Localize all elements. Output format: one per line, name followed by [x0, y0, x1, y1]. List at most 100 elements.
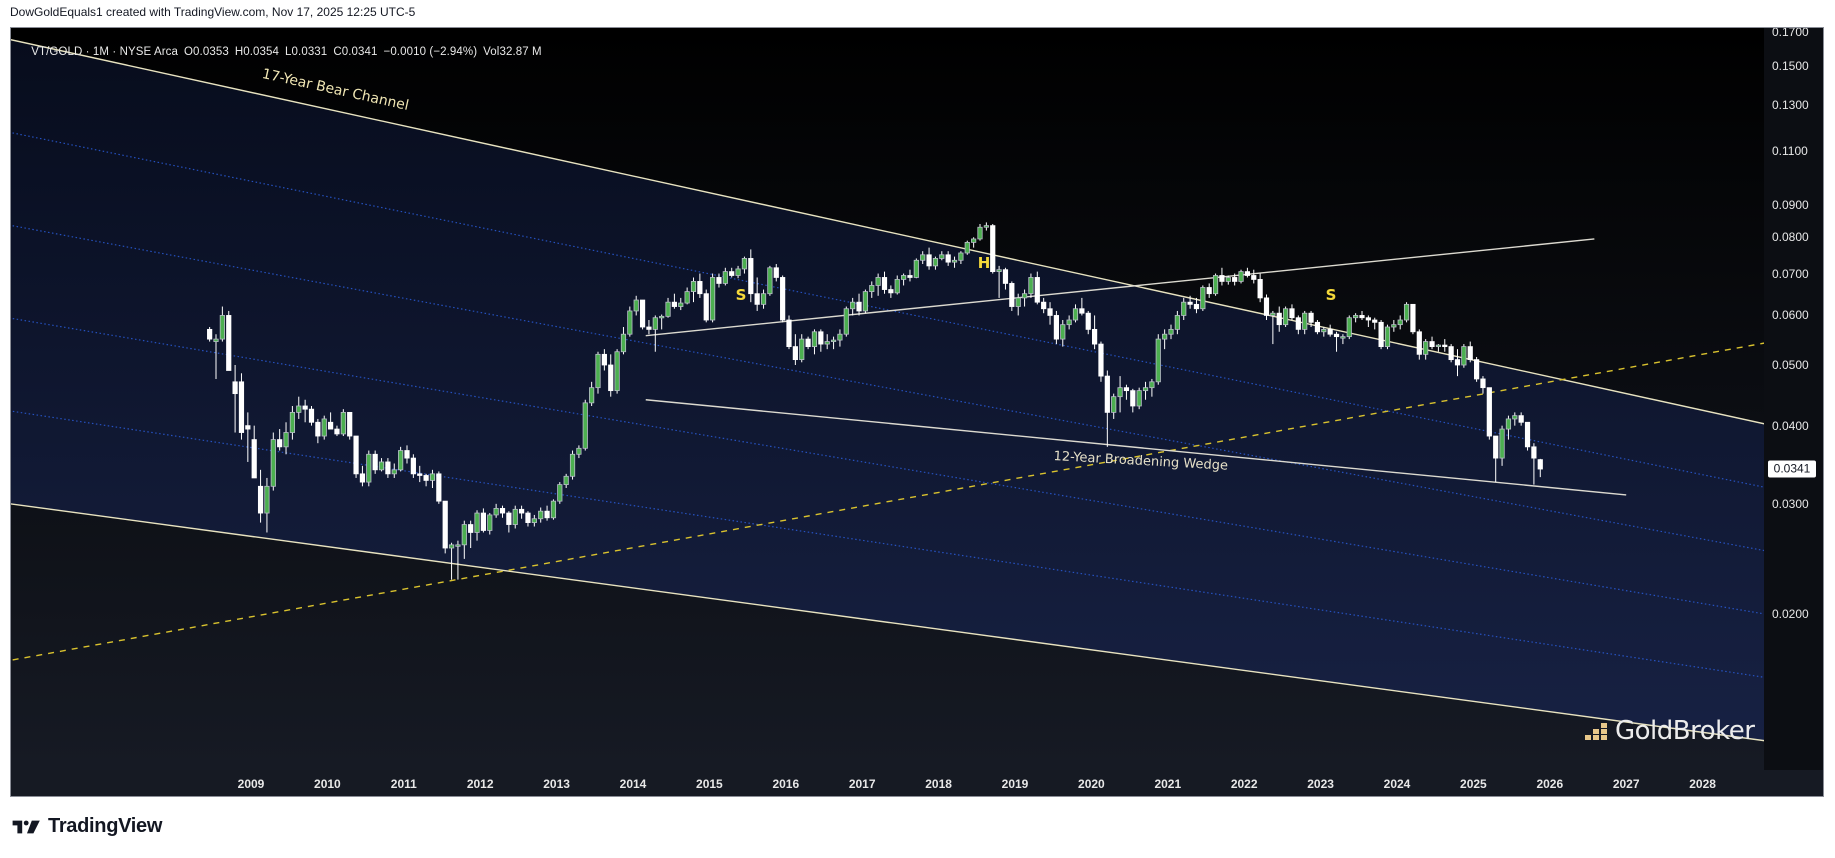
right-shoulder-label[interactable]: S	[1325, 286, 1337, 304]
candle[interactable]	[1486, 387, 1492, 440]
candle[interactable]	[773, 264, 779, 282]
candle[interactable]	[977, 223, 983, 241]
candle[interactable]	[270, 432, 276, 491]
candle[interactable]	[888, 285, 894, 298]
candle[interactable]	[856, 293, 862, 316]
candle[interactable]	[601, 349, 607, 371]
candle[interactable]	[996, 265, 1002, 298]
candle[interactable]	[805, 336, 811, 350]
candle[interactable]	[620, 327, 627, 355]
candle[interactable]	[1474, 356, 1480, 382]
candle[interactable]	[1002, 267, 1009, 290]
candle[interactable]	[251, 425, 257, 479]
candle[interactable]	[811, 329, 818, 355]
candle[interactable]	[518, 505, 525, 519]
candle[interactable]	[907, 269, 913, 282]
candle[interactable]	[1416, 329, 1422, 360]
candle[interactable]	[1232, 273, 1238, 286]
candle[interactable]	[391, 463, 397, 478]
candle[interactable]	[1524, 421, 1531, 451]
candle[interactable]	[1359, 310, 1365, 321]
candle[interactable]	[710, 273, 716, 323]
candle[interactable]	[557, 482, 563, 504]
candle[interactable]	[1537, 458, 1543, 478]
candle[interactable]	[786, 315, 792, 350]
candle[interactable]	[1333, 331, 1340, 352]
candle[interactable]	[1212, 273, 1219, 296]
candle[interactable]	[652, 315, 658, 352]
candle[interactable]	[232, 365, 238, 433]
candle[interactable]	[1397, 315, 1403, 330]
candle[interactable]	[1270, 310, 1276, 345]
candle[interactable]	[639, 299, 646, 330]
candle[interactable]	[455, 540, 461, 580]
candle[interactable]	[780, 275, 786, 323]
candle[interactable]	[1092, 315, 1098, 350]
candle[interactable]	[1346, 315, 1352, 340]
candle[interactable]	[920, 251, 926, 265]
candle[interactable]	[296, 396, 302, 419]
candle[interactable]	[1467, 341, 1473, 363]
candle[interactable]	[1200, 285, 1206, 311]
candle[interactable]	[932, 256, 939, 270]
candle[interactable]	[1206, 283, 1212, 298]
candle[interactable]	[875, 273, 881, 296]
candle[interactable]	[544, 505, 550, 521]
candle[interactable]	[729, 267, 735, 278]
candle[interactable]	[990, 223, 996, 274]
candle[interactable]	[792, 334, 798, 365]
candle[interactable]	[1378, 320, 1384, 350]
candle[interactable]	[1429, 336, 1435, 350]
candle[interactable]	[1085, 310, 1091, 335]
candle[interactable]	[506, 511, 512, 533]
time-axis[interactable]: 2009 2010 2011 2012 2013 2014 2015 2016 2017 2018…	[11, 770, 1823, 796]
candle[interactable]	[1365, 315, 1371, 328]
candle[interactable]	[589, 381, 595, 406]
candle[interactable]	[951, 256, 958, 268]
candle[interactable]	[1162, 329, 1168, 350]
candle[interactable]	[1117, 376, 1123, 413]
candle[interactable]	[378, 458, 385, 472]
candle[interactable]	[1142, 381, 1149, 400]
candle[interactable]	[1505, 415, 1512, 440]
candle[interactable]	[1302, 310, 1308, 335]
candle[interactable]	[1314, 320, 1321, 335]
candle[interactable]	[359, 465, 366, 487]
chart-frame[interactable]: VT/GOLD · 1M · NYSE Arca O0.0353 H0.0354 L0…	[10, 27, 1824, 797]
candle[interactable]	[1283, 306, 1289, 328]
candle[interactable]	[1289, 304, 1295, 321]
candle[interactable]	[1257, 273, 1263, 303]
candle[interactable]	[1244, 267, 1250, 278]
candle[interactable]	[1391, 320, 1397, 332]
candle[interactable]	[1493, 435, 1499, 483]
candle[interactable]	[327, 412, 334, 430]
candle[interactable]	[1518, 412, 1524, 426]
candle[interactable]	[1060, 320, 1066, 347]
candle[interactable]	[429, 469, 436, 489]
candle[interactable]	[436, 471, 442, 504]
candle[interactable]	[1448, 344, 1454, 363]
left-shoulder-label[interactable]: S	[735, 286, 747, 304]
candle[interactable]	[818, 329, 824, 352]
candle[interactable]	[1168, 324, 1174, 340]
candle[interactable]	[1251, 269, 1257, 284]
candle[interactable]	[1499, 425, 1505, 466]
candle[interactable]	[238, 373, 245, 440]
candle[interactable]	[334, 425, 340, 437]
candle[interactable]	[1384, 324, 1391, 350]
candle[interactable]	[372, 450, 378, 474]
candle[interactable]	[754, 277, 760, 311]
candle[interactable]	[608, 354, 614, 397]
candle[interactable]	[894, 275, 900, 295]
candle[interactable]	[830, 336, 837, 350]
candle[interactable]	[448, 542, 455, 580]
candle[interactable]	[901, 273, 907, 286]
candle[interactable]	[913, 258, 919, 279]
candle[interactable]	[487, 513, 493, 535]
tradingview-footer-logo[interactable]: TradingView	[12, 815, 162, 838]
candle[interactable]	[1410, 303, 1416, 335]
candle[interactable]	[1321, 327, 1327, 337]
candle[interactable]	[538, 507, 544, 523]
candle[interactable]	[1353, 313, 1359, 323]
candle[interactable]	[703, 289, 709, 323]
